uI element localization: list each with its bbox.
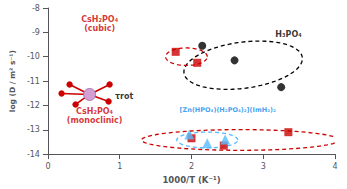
svg-text:-12: -12 (27, 101, 40, 110)
svg-text:log (D / m² s⁻¹): log (D / m² s⁻¹) (8, 50, 17, 112)
svg-text:1000/T (K⁻¹): 1000/T (K⁻¹) (162, 175, 220, 185)
svg-text:-10: -10 (27, 52, 40, 61)
svg-text:-8: -8 (32, 4, 40, 13)
svg-text:-13: -13 (27, 125, 40, 134)
svg-text:[Zn(HPO₄)(H₂PO₄)₂](ImH₂)₂: [Zn(HPO₄)(H₂PO₄)₂](ImH₂)₂ (180, 106, 276, 114)
svg-text:(monoclinic): (monoclinic) (67, 116, 123, 125)
svg-text:4: 4 (332, 162, 337, 171)
svg-text:-14: -14 (27, 150, 40, 159)
svg-text:H₃PO₄: H₃PO₄ (275, 30, 302, 39)
svg-text:2: 2 (189, 162, 194, 171)
svg-text:-9: -9 (32, 28, 40, 37)
svg-text:(cubic): (cubic) (84, 24, 115, 33)
svg-text:CsH₂PO₄: CsH₂PO₄ (76, 107, 113, 116)
svg-text:-11: -11 (27, 77, 40, 86)
svg-text:1: 1 (117, 162, 122, 171)
svg-text:3: 3 (261, 162, 266, 171)
svg-text:0: 0 (45, 162, 50, 171)
svg-text:τrot: τrot (115, 92, 134, 101)
svg-text:CsH₂PO₄: CsH₂PO₄ (81, 15, 118, 24)
